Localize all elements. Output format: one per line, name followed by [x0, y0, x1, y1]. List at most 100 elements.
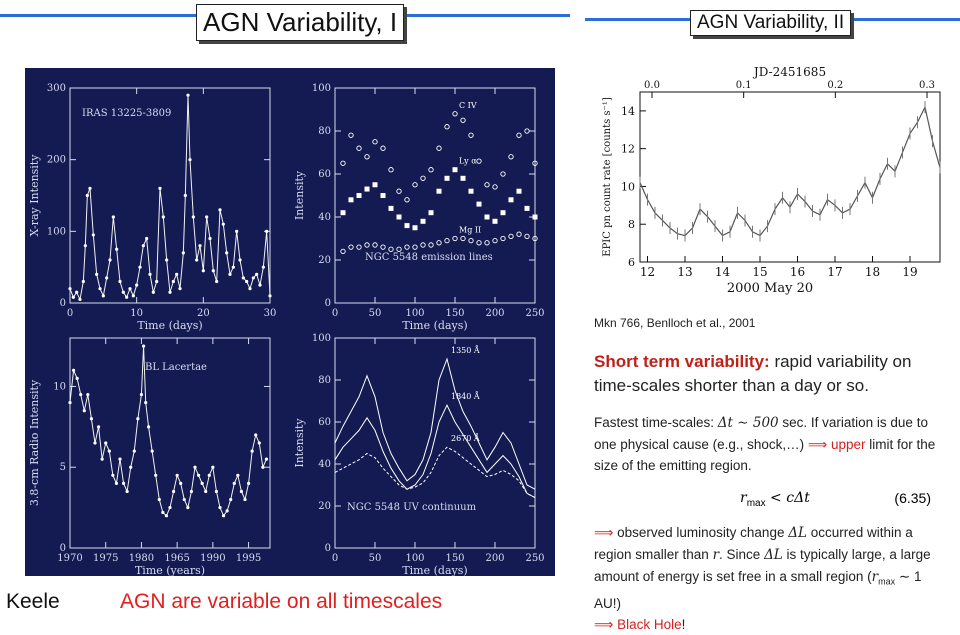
y-tick-label: 100 — [312, 83, 331, 94]
data-point — [500, 210, 506, 216]
data-point — [135, 283, 139, 287]
data-point — [204, 489, 208, 494]
data-point — [93, 441, 97, 445]
data-point — [228, 272, 232, 276]
p2-text-b: occurred within a region smaller than — [594, 525, 913, 562]
data-point — [183, 193, 187, 198]
section-heading: Short term variability: rapid variabilit… — [594, 350, 911, 398]
data-point — [476, 201, 482, 207]
data-point — [82, 409, 86, 413]
data-point — [164, 514, 169, 518]
data-point — [265, 229, 269, 233]
y-tick-label: 100 — [47, 226, 66, 237]
data-point — [168, 290, 172, 294]
y-axis-label: 3.8-cm Radio Intensity — [28, 379, 41, 506]
p2-dl: ΔL — [788, 525, 807, 541]
y-tick-label: 200 — [47, 155, 66, 166]
data-point — [145, 236, 149, 241]
data-point — [248, 287, 252, 291]
x-tick-label: 50 — [369, 308, 382, 319]
series-1: Ly α — [340, 157, 538, 231]
citation: Mkn 766, Benlloch et al., 2001 — [594, 316, 756, 330]
x-axis-label: Time (years) — [135, 564, 205, 576]
p1-dt: Δt ∼ 500 — [717, 415, 779, 431]
data-point — [261, 465, 265, 469]
data-point — [380, 145, 386, 151]
data-point — [229, 497, 233, 502]
data-point — [88, 186, 92, 190]
y-tick-label: 0 — [325, 543, 331, 554]
data-point — [436, 145, 442, 151]
x-tick-label: 13 — [677, 265, 692, 279]
heading-line2: time-scales shorter than a day or so. — [594, 376, 869, 395]
data-point — [218, 208, 222, 212]
data-point — [121, 481, 126, 485]
eq-r: r — [740, 490, 747, 506]
data-point — [107, 449, 111, 453]
series-1: 1840 Å — [334, 392, 536, 499]
data-point — [468, 188, 474, 194]
data-point — [131, 294, 135, 298]
p2-text-d: is typically large, a large amount of en… — [594, 547, 931, 584]
data-point — [348, 132, 354, 138]
data-point — [175, 473, 179, 477]
data-point — [257, 441, 261, 445]
data-line — [334, 446, 536, 499]
data-point — [380, 244, 386, 250]
data-point — [396, 188, 402, 194]
data-point — [125, 489, 129, 494]
data-point — [136, 417, 140, 421]
data-point — [241, 276, 245, 280]
data-point — [356, 244, 362, 250]
y-tick-label: 60 — [318, 417, 331, 428]
data-point — [436, 188, 442, 194]
data-point — [121, 290, 125, 294]
data-point — [243, 497, 247, 502]
p2-dl2: ΔL — [764, 547, 783, 563]
data-point — [154, 473, 158, 477]
data-point — [221, 222, 225, 226]
data-point — [171, 279, 175, 284]
top-tick-label: 0.1 — [736, 80, 752, 91]
data-point — [268, 294, 272, 298]
data-point — [168, 506, 172, 510]
data-point — [388, 205, 394, 211]
data-point — [146, 425, 151, 429]
data-point — [250, 449, 254, 453]
y-tick-label: 60 — [318, 169, 331, 180]
implies-arrow: ⟹ — [807, 437, 828, 452]
x-tick-label: 0 — [332, 308, 338, 319]
left-slide-title: AGN Variability, I — [196, 4, 405, 41]
data-point — [484, 182, 490, 188]
data-point — [150, 449, 154, 453]
data-point — [261, 265, 265, 269]
data-point — [207, 473, 211, 477]
data-point — [221, 514, 226, 518]
source-label: Keele — [6, 590, 60, 613]
data-line — [69, 95, 271, 302]
y-tick-label: 12 — [621, 143, 635, 156]
paragraph-timescales: Fastest time-scales: Δt ∼ 500 sec. If va… — [594, 412, 944, 476]
data-point — [161, 510, 165, 515]
data-point — [492, 218, 498, 224]
data-point — [468, 237, 474, 244]
slide-caption: AGN are variable on all timescales — [120, 590, 443, 613]
data-point — [255, 272, 259, 276]
x-tick-label: 20 — [197, 308, 210, 319]
data-point — [452, 235, 458, 242]
data-point — [214, 489, 219, 494]
data-point — [238, 258, 242, 262]
data-point — [364, 242, 370, 248]
x-tick-label: 0 — [67, 308, 73, 319]
data-point — [444, 124, 450, 130]
y-axis-label: X-ray Intensity — [28, 154, 41, 237]
data-point — [196, 473, 201, 477]
data-point — [348, 244, 354, 250]
data-point — [141, 244, 145, 248]
data-point — [436, 240, 442, 246]
x-tick-label: 1965 — [164, 553, 189, 564]
data-point — [186, 506, 190, 510]
data-point — [115, 247, 119, 251]
plot-label: BL Lacertae — [145, 362, 207, 373]
x-tick-label: 100 — [405, 308, 424, 319]
